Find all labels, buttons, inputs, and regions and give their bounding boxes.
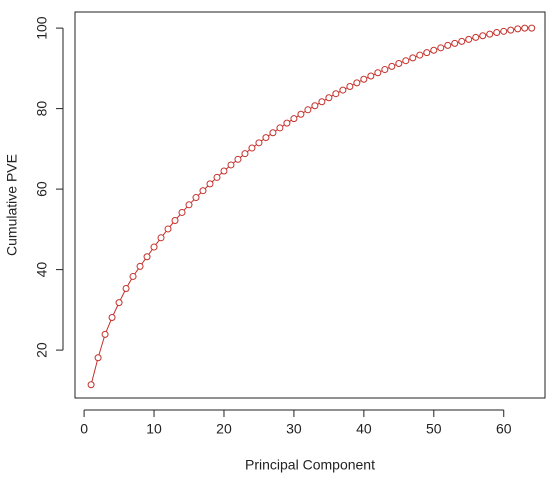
y-tick-label: 40 — [34, 262, 50, 278]
data-point — [171, 216, 179, 224]
data-point — [451, 39, 459, 47]
data-point — [458, 37, 466, 45]
data-point — [465, 35, 473, 43]
data-point — [507, 26, 515, 34]
data-point — [500, 27, 508, 35]
data-point — [269, 129, 277, 137]
data-point — [437, 44, 445, 52]
data-point — [360, 75, 368, 83]
data-point — [129, 272, 137, 280]
data-point — [311, 102, 319, 110]
y-tick-label: 60 — [34, 181, 50, 197]
data-point — [339, 86, 347, 94]
x-axis-label: Principal Component — [245, 457, 375, 473]
x-tick-label: 10 — [146, 421, 162, 437]
data-point — [178, 208, 186, 216]
data-point — [353, 79, 361, 87]
data-point — [514, 25, 522, 33]
data-point — [290, 115, 298, 123]
data-point — [367, 72, 375, 80]
data-point — [381, 66, 389, 74]
data-point — [206, 180, 214, 188]
data-point — [248, 144, 256, 152]
y-tick-label: 20 — [34, 342, 50, 358]
data-point — [402, 57, 410, 65]
data-point — [493, 29, 501, 37]
data-point — [115, 299, 123, 307]
x-tick-label: 30 — [286, 421, 302, 437]
data-point — [325, 94, 333, 102]
data-point — [444, 41, 452, 49]
x-tick-label: 20 — [216, 421, 232, 437]
data-point — [332, 90, 340, 98]
data-point — [164, 225, 172, 233]
data-point — [234, 155, 242, 163]
data-point — [297, 110, 305, 118]
data-point — [227, 161, 235, 169]
data-point — [423, 49, 431, 57]
data-point — [143, 253, 151, 261]
data-point — [262, 134, 270, 142]
data-point — [157, 234, 165, 242]
data-point — [220, 167, 228, 175]
data-point — [430, 46, 438, 54]
data-point — [94, 354, 102, 362]
data-point — [108, 313, 116, 321]
plot-box — [74, 11, 546, 399]
x-tick-label: 40 — [356, 421, 372, 437]
x-tick-label: 0 — [80, 421, 88, 437]
data-point — [136, 262, 144, 270]
data-point — [395, 60, 403, 68]
data-point — [521, 24, 529, 32]
data-point — [255, 139, 263, 147]
x-tick-label: 50 — [426, 421, 442, 437]
data-point — [346, 82, 354, 90]
data-point — [374, 69, 382, 77]
data-point — [276, 124, 284, 132]
data-point — [101, 330, 109, 338]
data-point — [318, 98, 326, 106]
y-tick-label: 100 — [34, 16, 50, 40]
data-point — [185, 201, 193, 209]
data-point — [479, 32, 487, 40]
y-axis-label: Cumulative PVE — [4, 154, 20, 256]
data-line — [90, 27, 532, 385]
data-point — [192, 194, 200, 202]
data-point — [241, 150, 249, 158]
data-point — [87, 381, 95, 389]
data-point — [122, 285, 130, 293]
x-tick-label: 60 — [496, 421, 512, 437]
data-point — [304, 106, 312, 114]
data-point — [388, 62, 396, 70]
data-point — [416, 51, 424, 59]
data-point — [199, 187, 207, 195]
y-tick-label: 80 — [34, 101, 50, 117]
data-point — [528, 24, 536, 32]
data-point — [472, 33, 480, 41]
data-point — [283, 119, 291, 127]
data-point — [409, 54, 417, 62]
data-point — [486, 30, 494, 38]
data-point — [213, 173, 221, 181]
data-point — [150, 243, 158, 251]
